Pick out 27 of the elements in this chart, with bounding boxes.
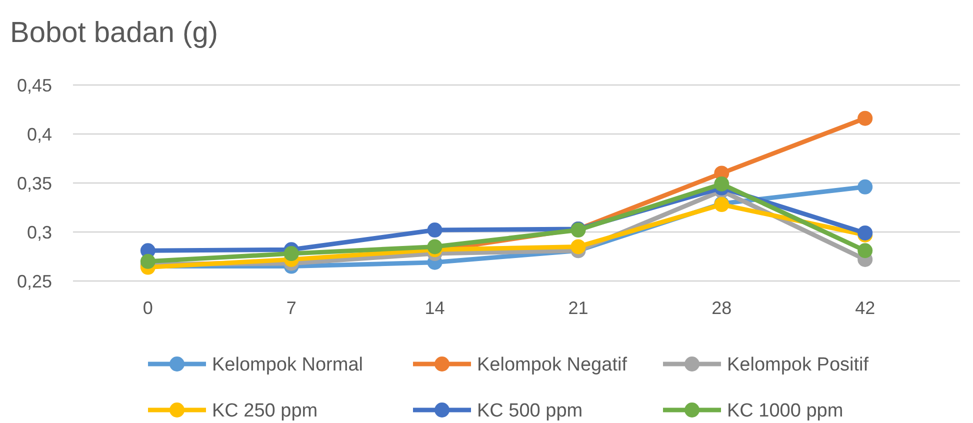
legend-label: Kelompok Positif (727, 354, 870, 376)
point (570, 239, 586, 254)
x-tick-label: 28 (712, 298, 732, 318)
legend-label: Kelompok Normal (212, 354, 363, 376)
point (140, 254, 156, 269)
legend-label: KC 1000 ppm (727, 400, 844, 422)
y-tick-label: 0,45 (16, 75, 52, 96)
point (427, 222, 442, 238)
point (858, 110, 873, 126)
x-tick-label: 14 (424, 298, 445, 318)
x-tick-label: 0 (142, 298, 153, 318)
chart-title: Bobot badan (g) (10, 17, 218, 49)
point (284, 246, 299, 262)
legend-label: KC 500 ppm (477, 400, 583, 422)
legend-label: Kelompok Negatif (477, 354, 628, 376)
point (858, 179, 873, 194)
legend-label: KC 250 ppm (212, 400, 318, 422)
point (427, 239, 442, 254)
point (858, 243, 873, 258)
point (714, 176, 730, 192)
x-tick-label: 21 (568, 298, 588, 318)
x-tick-label: 42 (855, 298, 876, 318)
y-tick-label: 0,25 (16, 271, 52, 292)
y-tick-label: 0,35 (16, 173, 52, 194)
x-tick-label: 7 (286, 298, 296, 318)
y-tick-label: 0,4 (26, 124, 52, 144)
y-tick-label: 0,3 (26, 222, 52, 242)
